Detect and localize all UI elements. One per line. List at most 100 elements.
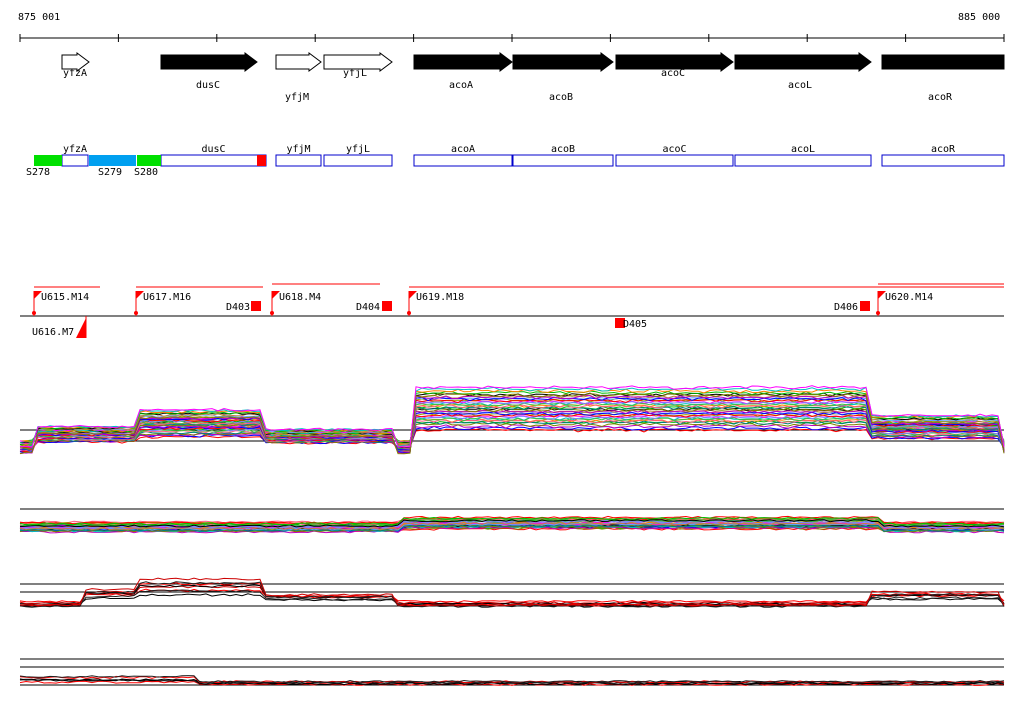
segment-gene-label-acoA: acoA [451, 144, 475, 155]
gene-arrow-dusC [160, 52, 258, 72]
downshift-box-D405 [615, 318, 625, 328]
upshift-dot-U618.M4 [270, 311, 274, 315]
upshift-label-U620.M14: U620.M14 [885, 292, 933, 303]
expression-track-3-trace [19, 585, 1005, 605]
gene-arrow-acoB [512, 52, 614, 72]
gene-label-yfzA: yfzA [63, 68, 87, 79]
expression-track-1 [19, 385, 1005, 455]
expression-track-1-trace [19, 388, 1005, 448]
segment-label-S279: S279 [98, 167, 122, 178]
shift-markers-track: U615.M14 U616.M7 U617.M16 U618.M4 U619.M18 U6… [20, 283, 1004, 338]
downshift-box-D404 [382, 301, 392, 311]
expression-track-1-trace [19, 416, 1005, 451]
expression-track-1-trace [19, 422, 1005, 451]
segment-red-end [257, 155, 266, 166]
segment-gene-label-yfjL: yfjL [346, 144, 370, 155]
expression-track-1-trace [19, 393, 1005, 455]
expression-track-1-trace [19, 392, 1005, 447]
gene-label-acoL: acoL [788, 80, 812, 91]
gene-label-yfjL: yfjL [343, 68, 367, 79]
gene-arrow-acoR [881, 54, 1005, 70]
downshift-label-D405: D405 [623, 319, 647, 330]
gene-arrow-acoA [413, 52, 513, 72]
segment-gene-label-dusC: dusC [201, 144, 225, 155]
segment-label-S278: S278 [26, 167, 50, 178]
segment-gene-label-yfjM: yfjM [286, 144, 310, 155]
segment-S278 [34, 155, 62, 166]
expression-track-3-trace [19, 581, 1005, 608]
expression-track-2-trace [19, 522, 1005, 531]
upshift-label-U618.M4: U618.M4 [279, 292, 321, 303]
expression-track-3-trace [19, 588, 1005, 604]
expression-track-1-trace [19, 400, 1005, 453]
segment-gene-box-yfzA [61, 154, 89, 167]
gene-arrow-acoC [615, 52, 734, 72]
expression-track-1-trace [19, 405, 1005, 453]
upshift-flag-U615.M14 [34, 291, 42, 299]
expression-track-2-trace [19, 516, 1005, 526]
expression-track-3-trace [19, 582, 1005, 607]
gene-label-dusC: dusC [196, 80, 220, 91]
start-coordinate: 875 001 [18, 12, 61, 23]
expression-track-1-trace [19, 420, 1005, 451]
segment-gene-box-acoC [615, 154, 734, 167]
segment-gene-label-yfzA: yfzA [63, 144, 87, 155]
segment-gene-box-yfjM [275, 154, 322, 167]
expression-track-2-trace [19, 524, 1005, 532]
gene-arrow-yfzA [61, 52, 90, 72]
gene-label-acoA: acoA [449, 80, 473, 91]
segment-S280 [137, 155, 161, 166]
expression-track-1-trace [19, 401, 1005, 454]
segment-gene-box-acoB [512, 154, 614, 167]
segment-label-S280: S280 [134, 167, 158, 178]
ruler-track [19, 34, 1005, 42]
upshift-flag-U619.M18 [409, 291, 417, 299]
upshift-flag-U618.M4 [272, 291, 280, 299]
expression-track-4-trace [19, 675, 1005, 683]
segment-gene-box-acoL [734, 154, 872, 167]
segment-track: yfzA dusC yfjM yfjL acoA acoB acoC acoL acoR S278… [26, 144, 1005, 178]
upshift-label-U615.M14: U615.M14 [41, 292, 89, 303]
upshift-dot-U619.M18 [407, 311, 411, 315]
end-coordinate: 885 000 [958, 12, 1001, 23]
gene-arrows-track: yfzA dusC yfjM yfjL acoA acoB acoC acoL acoR [61, 52, 1005, 103]
upshift-dot-U620.M14 [876, 311, 880, 315]
segment-S279 [89, 155, 136, 166]
upshift-label-U617.M16: U617.M16 [143, 292, 191, 303]
segment-gene-label-acoB: acoB [551, 144, 575, 155]
upshift-flag-U616.M7 [76, 318, 86, 338]
segment-gene-label-acoC: acoC [662, 144, 686, 155]
segment-gene-box-yfjL [323, 154, 393, 167]
gene-arrow-yfjL [323, 52, 393, 72]
downshift-label-D404: D404 [356, 302, 380, 313]
expression-track-4-trace [19, 678, 1005, 686]
upshift-label-U616.M7: U616.M7 [32, 327, 74, 338]
segment-gene-box-dusC [160, 154, 267, 167]
segment-gene-box-acoR [881, 154, 1005, 167]
upshift-flag-U620.M14 [878, 291, 886, 299]
expression-track-4 [19, 658, 1005, 686]
downshift-label-D406: D406 [834, 302, 858, 313]
expression-track-2-trace [19, 519, 1005, 528]
downshift-box-D406 [860, 301, 870, 311]
upshift-flag-U617.M16 [136, 291, 144, 299]
expression-track-2-trace [19, 522, 1005, 531]
expression-track-1-trace [19, 385, 1005, 448]
downshift-box-D403 [251, 301, 261, 311]
expression-track-3-trace [19, 593, 1005, 605]
expression-track-3 [19, 577, 1005, 608]
expression-track-1-trace [19, 411, 1005, 452]
expression-track-2-trace [20, 526, 1005, 534]
gene-label-acoC: acoC [661, 68, 685, 79]
segment-gene-label-acoR: acoR [931, 144, 956, 155]
expression-track-1-trace [19, 425, 1005, 450]
gene-label-yfjM: yfjM [285, 92, 309, 103]
gene-label-acoR: acoR [928, 92, 953, 103]
segment-gene-box-acoA [413, 154, 513, 167]
gene-arrow-acoL [734, 52, 872, 72]
gene-label-acoB: acoB [549, 92, 573, 103]
expression-track-2 [19, 508, 1005, 534]
upshift-dot-U617.M16 [134, 311, 138, 315]
